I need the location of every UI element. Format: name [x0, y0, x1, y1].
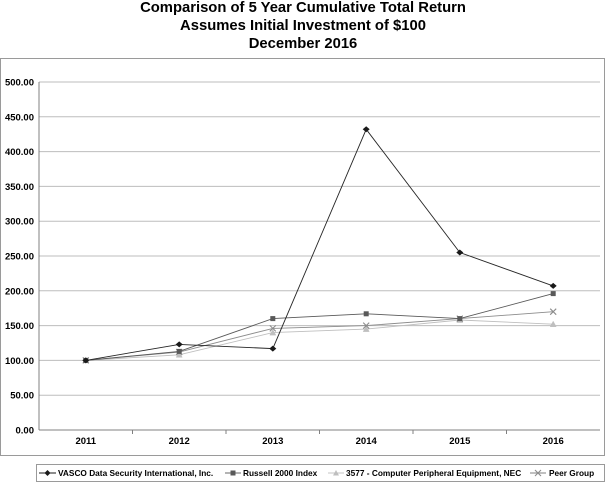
svg-text:350.00: 350.00: [5, 182, 34, 193]
svg-text:450.00: 450.00: [5, 112, 34, 123]
svg-text:50.00: 50.00: [10, 391, 34, 402]
svg-text:Peer Group: Peer Group: [549, 468, 594, 478]
svg-text:2016: 2016: [543, 436, 564, 447]
svg-text:Russell 2000 Index: Russell 2000 Index: [243, 468, 318, 478]
svg-text:150.00: 150.00: [5, 321, 34, 332]
svg-text:500.00: 500.00: [5, 78, 34, 89]
svg-text:250.00: 250.00: [5, 252, 34, 263]
svg-text:2012: 2012: [169, 436, 190, 447]
svg-text:300.00: 300.00: [5, 217, 34, 228]
svg-text:2015: 2015: [449, 436, 471, 447]
svg-text:3577 - Computer Peripheral Equ: 3577 - Computer Peripheral Equipment, NE…: [346, 468, 521, 478]
svg-text:2011: 2011: [75, 436, 96, 447]
svg-text:200.00: 200.00: [5, 286, 34, 297]
svg-text:100.00: 100.00: [5, 356, 34, 367]
svg-text:VASCO Data Security Internatio: VASCO Data Security International, Inc.: [58, 468, 213, 478]
svg-text:0.00: 0.00: [16, 426, 35, 437]
svg-text:400.00: 400.00: [5, 147, 34, 158]
svg-text:2014: 2014: [356, 436, 378, 447]
svg-text:2013: 2013: [262, 436, 283, 447]
